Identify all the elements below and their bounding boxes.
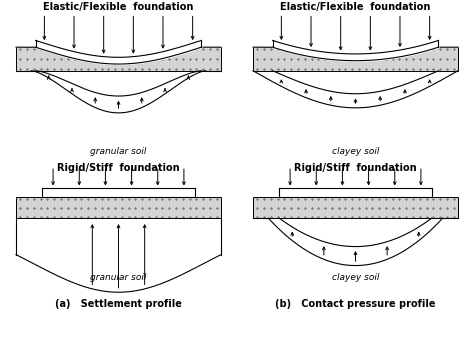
Text: (a)   Settlement profile: (a) Settlement profile bbox=[55, 299, 182, 309]
Polygon shape bbox=[253, 39, 458, 61]
Bar bbox=[16, 197, 221, 218]
Bar bbox=[253, 197, 458, 218]
Text: clayey soil: clayey soil bbox=[332, 147, 379, 156]
Text: granular soil: granular soil bbox=[91, 273, 146, 282]
Text: Elastic/Flexible  foundation: Elastic/Flexible foundation bbox=[43, 2, 194, 12]
Bar bbox=[16, 47, 221, 71]
Polygon shape bbox=[16, 39, 221, 64]
Text: Rigid/Stiff  foundation: Rigid/Stiff foundation bbox=[294, 163, 417, 173]
Text: Elastic/Flexible  foundation: Elastic/Flexible foundation bbox=[280, 2, 431, 12]
Text: clayey soil: clayey soil bbox=[332, 273, 379, 282]
Text: (b)   Contact pressure profile: (b) Contact pressure profile bbox=[275, 299, 436, 309]
Text: granular soil: granular soil bbox=[91, 147, 146, 156]
Text: Rigid/Stiff  foundation: Rigid/Stiff foundation bbox=[57, 163, 180, 173]
Bar bbox=[253, 47, 458, 71]
